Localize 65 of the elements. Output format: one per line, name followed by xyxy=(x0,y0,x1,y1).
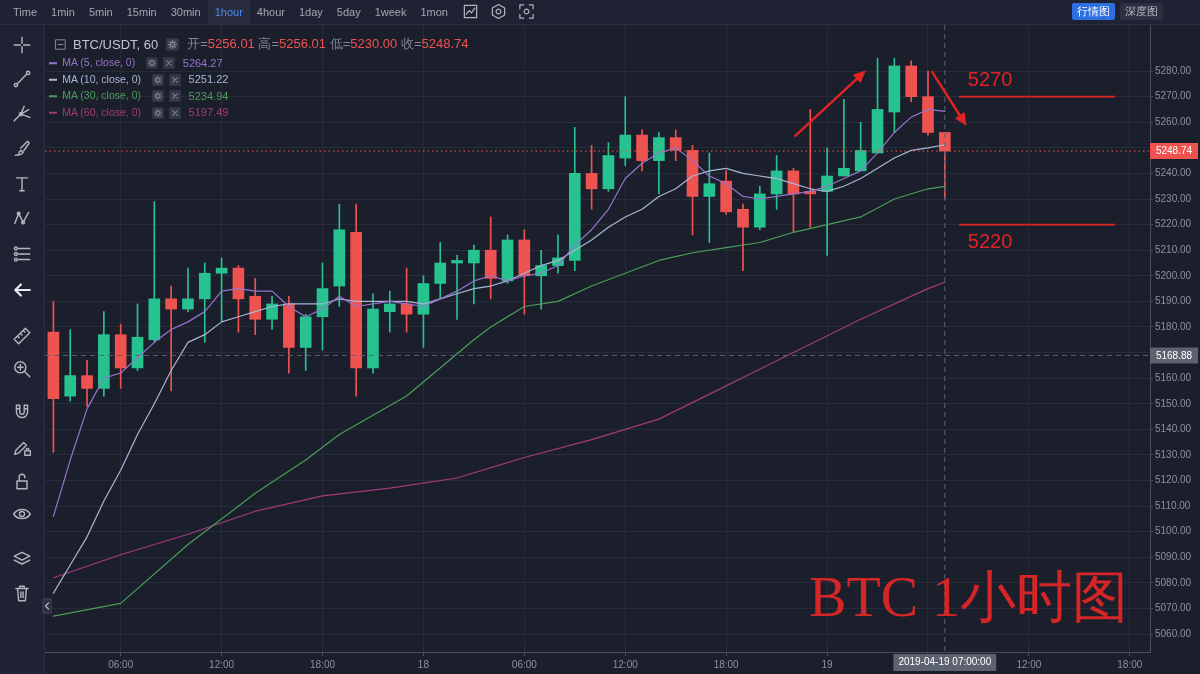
y-tick-label: 5240.00 xyxy=(1155,167,1192,179)
legend-label: MA (30, close, 0) xyxy=(62,89,142,102)
x-tick-label: 12:00 xyxy=(612,658,639,670)
text: 30min xyxy=(169,5,202,20)
y-tick-label: 5060.00 xyxy=(1155,627,1192,639)
text: 5min xyxy=(87,5,114,20)
ref-line-label: 5220 xyxy=(967,230,1013,253)
annotation: 5264.27 xyxy=(182,56,223,70)
x-tick-label: 12:00 xyxy=(1016,658,1042,670)
y-tick-label: 5080.00 xyxy=(1155,576,1192,588)
y-tick-label: 5070.00 xyxy=(1155,602,1192,614)
text: 1min xyxy=(50,5,76,20)
annotation: 5251.22 xyxy=(188,73,229,87)
text: 1day xyxy=(297,5,324,20)
text: 1hour xyxy=(207,0,250,24)
text: 开=5256.01 高=5256.01 低=5230.00 收=5248.74 xyxy=(187,36,469,51)
text: 5day xyxy=(335,5,362,20)
text: 15min xyxy=(125,5,158,20)
annotation: BTC 1小时图 xyxy=(809,566,1128,628)
ref-line-label: 2019-04-19 07:00:00 xyxy=(898,656,992,668)
text: 1mon xyxy=(419,5,449,20)
x-tick-label: 18:00 xyxy=(1117,658,1143,670)
x-tick-label: 18:00 xyxy=(713,658,740,670)
text: 行情图 xyxy=(1072,3,1115,20)
y-tick-label: 5190.00 xyxy=(1155,295,1192,307)
y-tick-label: 5280.00 xyxy=(1155,64,1192,76)
y-tick-label: 5110.00 xyxy=(1155,499,1191,511)
y-tick-label: 5130.00 xyxy=(1155,448,1192,460)
y-tick-label: 5200.00 xyxy=(1155,269,1192,281)
y-tick-label: 5220.00 xyxy=(1155,218,1192,230)
y-tick-label: 5210.00 xyxy=(1155,243,1192,255)
annotation: 5197.49 xyxy=(188,106,229,120)
x-tick-label: 06:00 xyxy=(108,658,134,670)
x-tick-label: 06:00 xyxy=(511,658,538,670)
candlestick xyxy=(451,255,463,320)
legend-label: MA (10, close, 0) xyxy=(62,72,142,85)
y-tick-label: 5260.00 xyxy=(1155,116,1192,127)
text: 深度图 xyxy=(1120,3,1163,20)
x-tick-label: 18 xyxy=(417,658,430,670)
y-tick-label: 5090.00 xyxy=(1155,551,1192,563)
y-tick-label: 5140.00 xyxy=(1155,423,1192,435)
y-tick-label: 5180.00 xyxy=(1155,320,1192,332)
legend-label: MA (5, close, 0) xyxy=(62,56,136,69)
candlestick xyxy=(165,285,177,392)
y-tick-label: 5120.00 xyxy=(1155,474,1192,486)
y-tick-label: 5230.00 xyxy=(1155,192,1192,204)
candlestick xyxy=(383,290,396,333)
y-tick-label: 5270.00 xyxy=(1155,90,1192,102)
ref-line-label: 5168.88 xyxy=(1155,349,1193,361)
ref-line-label: 5248.74 xyxy=(1155,145,1193,157)
x-tick-label: 18:00 xyxy=(310,658,336,670)
candlestick xyxy=(182,267,194,312)
candlestick xyxy=(838,98,850,177)
text: Time xyxy=(12,5,39,20)
annotation: 5234.94 xyxy=(188,89,229,103)
text: 4hour xyxy=(255,5,286,20)
y-tick-label: 5150.00 xyxy=(1155,397,1192,409)
y-tick-label: 5160.00 xyxy=(1155,371,1192,383)
text: BTC/USDT, 60 xyxy=(73,36,159,52)
ref-line-label: 5270 xyxy=(967,68,1013,91)
text: 1week xyxy=(373,5,408,20)
x-tick-label: 12:00 xyxy=(209,658,235,670)
y-tick-label: 5100.00 xyxy=(1155,525,1192,537)
legend-label: MA (60, close, 0) xyxy=(62,105,142,118)
x-tick-label: 19 xyxy=(821,658,834,670)
